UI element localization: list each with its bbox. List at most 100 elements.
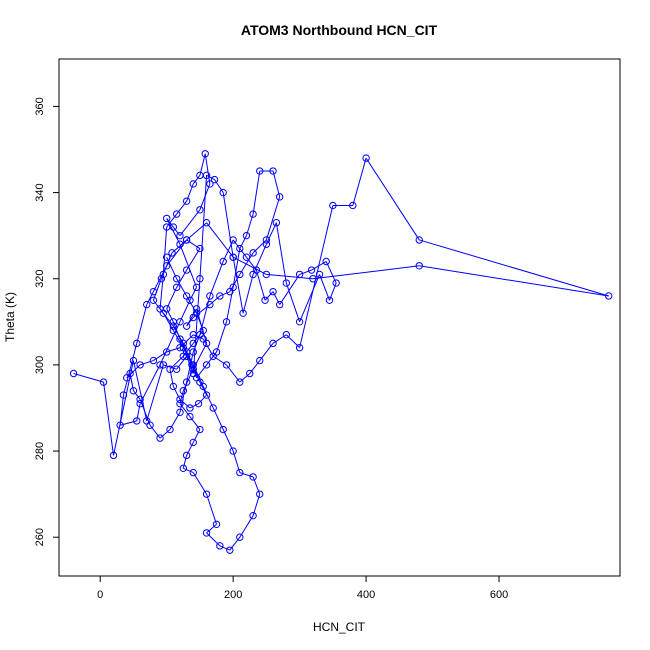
data-point xyxy=(325,296,334,304)
series-line-segment xyxy=(198,394,207,405)
data-point xyxy=(202,361,211,369)
series-line-segment xyxy=(186,248,201,271)
data-point xyxy=(605,292,613,300)
data-point xyxy=(169,382,178,391)
data-point xyxy=(182,236,191,244)
data-point xyxy=(136,399,144,408)
series-line-segment xyxy=(275,222,287,284)
series-line-segment xyxy=(183,467,194,474)
data-point xyxy=(219,425,227,434)
series-line-segment xyxy=(272,170,281,197)
series-line-segment xyxy=(176,200,188,215)
series-line-segment xyxy=(239,373,251,383)
series-line-segment xyxy=(204,153,211,185)
data-point xyxy=(222,318,231,326)
data-point xyxy=(179,343,187,352)
series-line-segment xyxy=(192,330,204,344)
series-line-segment xyxy=(189,416,201,430)
data-point xyxy=(189,365,197,373)
data-point xyxy=(157,275,166,283)
series-line-segment xyxy=(265,222,277,245)
series-line-segment xyxy=(232,450,241,473)
series-line-segment xyxy=(212,407,224,430)
data-point xyxy=(202,529,211,537)
series-line-segment xyxy=(299,205,334,348)
data-point xyxy=(196,275,204,283)
series-line-segment xyxy=(252,170,261,215)
data-point xyxy=(262,236,271,244)
series-line-segment xyxy=(266,273,313,280)
x-tick-label: 200 xyxy=(224,589,242,601)
data-point xyxy=(189,331,197,339)
data-point xyxy=(172,283,181,292)
series-line-segment xyxy=(229,536,241,551)
data-point xyxy=(242,231,251,240)
data-point xyxy=(166,425,174,434)
series-line-segment xyxy=(186,351,194,366)
series-line-segment xyxy=(232,248,241,288)
data-point xyxy=(179,352,187,360)
data-point xyxy=(332,279,340,287)
data-point xyxy=(212,520,221,528)
series-line-segment xyxy=(172,386,181,400)
data-point xyxy=(149,356,158,365)
data-point xyxy=(159,361,168,369)
data-point xyxy=(269,339,277,348)
data-point xyxy=(282,279,291,287)
series-line-segment xyxy=(186,239,201,249)
series-line-segment xyxy=(272,291,281,305)
data-point xyxy=(249,249,257,257)
series-line-segment xyxy=(192,175,201,185)
x-tick-label: 400 xyxy=(357,589,375,601)
series-line-segment xyxy=(212,355,227,366)
data-point xyxy=(179,464,187,472)
data-point xyxy=(188,361,196,369)
data-point xyxy=(275,300,284,309)
series-line-segment xyxy=(153,351,167,362)
series-line-segment xyxy=(149,424,161,439)
series-line-segment xyxy=(206,351,217,366)
series-line-segment xyxy=(232,256,267,275)
series-line-segment xyxy=(209,295,221,305)
data-point xyxy=(136,361,144,369)
data-point xyxy=(269,167,277,175)
data-point xyxy=(69,369,78,378)
y-axis-title: Theta (K) xyxy=(3,292,17,342)
data-point xyxy=(196,378,204,386)
series-line-segment xyxy=(172,226,181,236)
data-point xyxy=(166,365,174,373)
data-point xyxy=(196,244,204,253)
data-point xyxy=(216,292,224,300)
data-point xyxy=(172,275,181,283)
data-point xyxy=(295,343,304,352)
data-point xyxy=(162,223,171,231)
data-point xyxy=(109,451,118,460)
y-tick-label: 280 xyxy=(34,442,46,460)
data-point xyxy=(226,546,234,554)
data-point xyxy=(129,356,138,365)
data-point xyxy=(202,391,211,399)
data-point xyxy=(249,210,257,218)
series-line-segment xyxy=(299,274,321,323)
series-line-segment xyxy=(209,261,224,297)
plot-frame xyxy=(58,58,621,577)
series-line-segment xyxy=(166,308,174,323)
series-line-segment xyxy=(312,265,420,280)
data-point xyxy=(116,421,124,429)
data-point xyxy=(192,305,201,313)
data-point xyxy=(133,417,141,425)
series-line-segment xyxy=(166,256,178,279)
series-line-segment xyxy=(152,278,162,301)
data-point xyxy=(149,296,158,304)
data-point xyxy=(236,378,244,386)
series-line-segment xyxy=(136,304,148,344)
data-point xyxy=(186,412,194,421)
data-point xyxy=(189,468,197,477)
data-point xyxy=(202,219,211,227)
data-point xyxy=(206,180,214,188)
series-line-segment xyxy=(199,295,211,335)
series-lines xyxy=(73,153,609,551)
data-point xyxy=(182,451,191,460)
y-tick-label: 340 xyxy=(34,183,46,201)
